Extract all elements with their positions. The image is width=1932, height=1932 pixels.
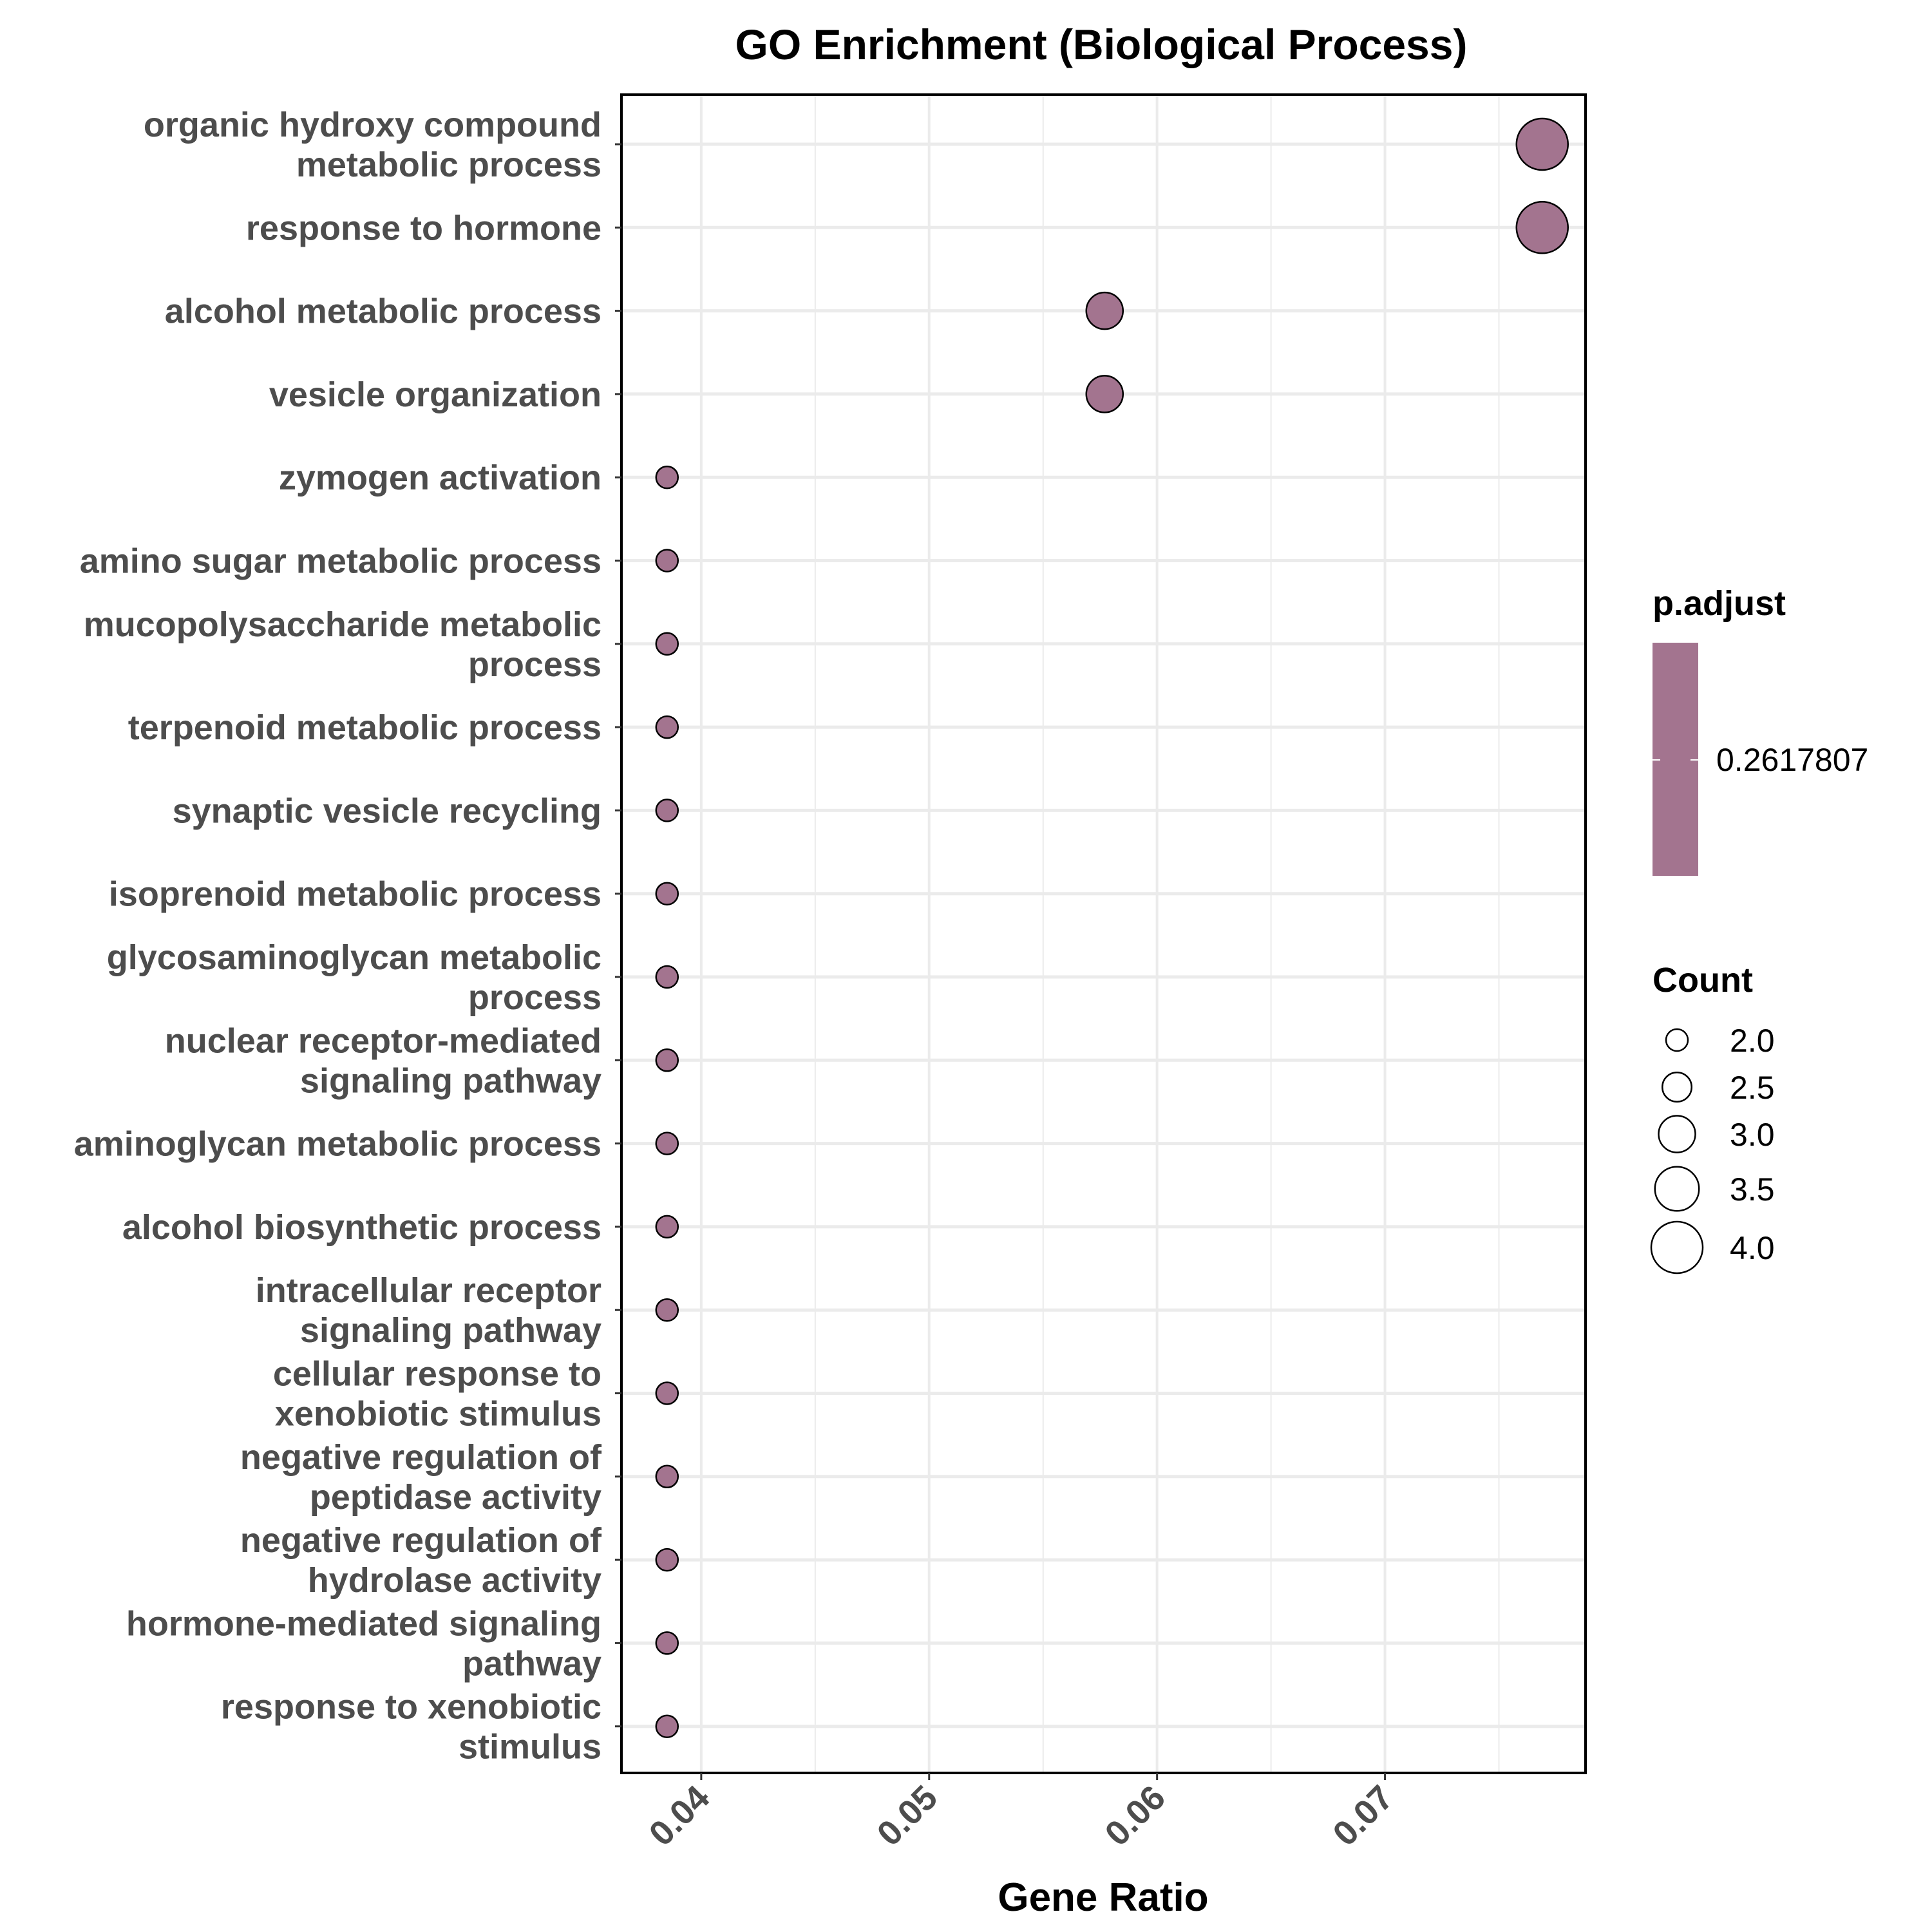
y-axis-label: alcohol biosynthetic process bbox=[122, 1208, 601, 1247]
size-legend-key bbox=[1658, 1115, 1696, 1153]
y-axis-label: terpenoid metabolic process bbox=[128, 708, 601, 747]
color-legend-title: p.adjust bbox=[1653, 584, 1786, 623]
data-point bbox=[655, 632, 679, 656]
y-axis-label: nuclear receptor-mediated signaling pathw… bbox=[165, 1021, 601, 1100]
y-axis-label: synaptic vesicle recycling bbox=[173, 791, 601, 830]
grid bbox=[621, 95, 1586, 1773]
y-axis-label: vesicle organization bbox=[269, 375, 601, 414]
y-axis-label: response to hormone bbox=[246, 209, 601, 247]
points bbox=[655, 117, 1569, 1738]
data-point bbox=[655, 549, 679, 573]
size-legend-title: Count bbox=[1653, 961, 1753, 999]
x-tick-label: 0.05 bbox=[870, 1778, 945, 1853]
plot-panel bbox=[620, 93, 1587, 1774]
data-point bbox=[655, 1464, 679, 1489]
size-legend-key bbox=[1654, 1166, 1700, 1212]
size-legend-label: 2.0 bbox=[1730, 1023, 1775, 1059]
y-axis-label: negative regulation of hydrolase activity bbox=[240, 1521, 602, 1600]
data-point bbox=[655, 965, 679, 989]
data-point bbox=[655, 1215, 679, 1239]
data-point bbox=[655, 799, 679, 822]
color-legend: p.adjust 0.2617807 bbox=[1653, 584, 1868, 876]
data-point bbox=[655, 715, 679, 739]
size-legend-key bbox=[1650, 1220, 1704, 1274]
size-legend-label: 4.0 bbox=[1730, 1230, 1775, 1266]
x-tick-label: 0.06 bbox=[1097, 1778, 1173, 1853]
y-axis-label: intracellular receptor signaling pathway bbox=[256, 1271, 601, 1350]
size-legend-label: 3.0 bbox=[1730, 1117, 1775, 1153]
x-tick-label: 0.07 bbox=[1325, 1778, 1401, 1853]
y-axis-label: hormone-mediated signaling pathway bbox=[126, 1604, 601, 1683]
y-axis-label: glycosaminoglycan metabolic process bbox=[107, 938, 601, 1017]
data-point bbox=[655, 1381, 679, 1405]
y-axis-label: isoprenoid metabolic process bbox=[109, 875, 601, 914]
data-point bbox=[1515, 117, 1569, 171]
y-axis-label: mucopolysaccharide metabolic process bbox=[84, 605, 601, 684]
y-axis-labels: organic hydroxy compound metabolic proces… bbox=[74, 106, 621, 1766]
x-tick-label: 0.04 bbox=[642, 1778, 717, 1853]
y-axis-label: negative regulation of peptidase activity bbox=[240, 1438, 602, 1517]
y-axis-label: response to xenobiotic stimulus bbox=[221, 1688, 601, 1766]
x-axis: 0.04 0.05 0.06 0.07 bbox=[642, 1773, 1401, 1853]
data-point bbox=[655, 1048, 679, 1072]
data-point bbox=[655, 1548, 679, 1572]
data-point bbox=[1515, 201, 1569, 254]
data-point bbox=[655, 465, 679, 489]
data-point bbox=[1085, 375, 1124, 413]
x-axis-title: Gene Ratio bbox=[998, 1875, 1208, 1920]
size-legend-key bbox=[1662, 1072, 1692, 1103]
y-axis-label: aminoglycan metabolic process bbox=[74, 1125, 601, 1164]
size-legend-label: 2.5 bbox=[1730, 1070, 1775, 1106]
y-axis-label: organic hydroxy compound metabolic proces… bbox=[144, 106, 601, 184]
color-bar-label: 0.2617807 bbox=[1716, 742, 1868, 778]
data-point bbox=[655, 1132, 679, 1155]
data-point bbox=[655, 1714, 679, 1738]
y-axis-label: zymogen activation bbox=[279, 459, 601, 497]
size-legend: Count 2.0 2.5 3.0 3.5 4.0 bbox=[1650, 961, 1775, 1274]
size-legend-label: 3.5 bbox=[1730, 1171, 1775, 1208]
data-point bbox=[655, 882, 679, 905]
chart-title: GO Enrichment (Biological Process) bbox=[735, 21, 1468, 68]
y-axis-label: amino sugar metabolic process bbox=[80, 542, 601, 581]
y-axis-label: alcohol metabolic process bbox=[165, 292, 601, 331]
y-axis-label: cellular response to xenobiotic stimulus bbox=[273, 1355, 601, 1434]
data-point bbox=[1085, 291, 1124, 330]
size-legend-key bbox=[1665, 1028, 1689, 1052]
data-point bbox=[655, 1631, 679, 1655]
data-point bbox=[655, 1298, 679, 1322]
